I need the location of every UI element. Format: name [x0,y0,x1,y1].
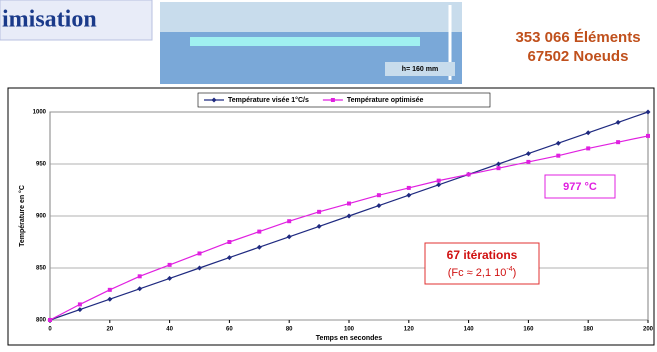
marker [407,186,411,190]
marker [227,240,231,244]
annotation: 977 °C [563,181,597,193]
y-tick-label: 1000 [33,110,47,116]
mesh-label: h= 160 mm [402,66,438,73]
marker [198,251,202,255]
nodes-count: 67502 Noeuds [528,48,629,65]
y-tick-label: 800 [36,318,47,324]
marker [467,172,471,176]
marker [497,166,501,170]
y-tick-label: 850 [36,266,47,272]
marker [317,210,321,214]
annotation: 67 itérations [447,248,518,262]
elements-count: 353 066 Éléments [515,29,640,46]
y-tick-label: 900 [36,214,47,220]
y-axis-label: Température en °C [18,185,26,247]
x-tick-label: 60 [226,327,233,333]
x-tick-label: 180 [583,327,594,333]
x-tick-label: 80 [286,327,293,333]
marker [347,202,351,206]
legend-label: Température visée 1°C/s [228,96,309,104]
marker [437,179,441,183]
x-axis-label: Temps en secondes [316,335,383,342]
marker [526,160,530,164]
x-tick-label: 120 [404,327,415,333]
marker [556,154,560,158]
marker [48,318,52,322]
marker [616,140,620,144]
slide: imisation h= 160 mm 353 066 Éléments 675… [0,0,657,347]
marker [78,302,82,306]
marker [287,219,291,223]
legend-marker [331,98,335,102]
annotation-part: (Fc ≈ 2,1 10 [448,267,507,279]
mesh-insert [190,37,420,46]
x-tick-label: 100 [344,327,355,333]
marker [257,230,261,234]
x-tick-label: 40 [166,327,173,333]
legend-label: Température optimisée [347,97,424,104]
x-tick-label: 20 [106,327,113,333]
title: imisation [2,7,97,33]
y-tick-label: 950 [36,162,47,168]
marker [108,288,112,292]
marker [377,193,381,197]
x-tick-label: 140 [464,327,475,333]
annotation: (Fc ≈ 2,1 10-4) [448,266,517,279]
marker [168,263,172,267]
marker [138,274,142,278]
x-tick-label: 160 [523,327,534,333]
marker [586,146,590,150]
mesh-upper [160,2,462,32]
x-tick-label: 200 [643,327,654,333]
marker [646,134,650,138]
annotation-part: ) [513,267,517,279]
